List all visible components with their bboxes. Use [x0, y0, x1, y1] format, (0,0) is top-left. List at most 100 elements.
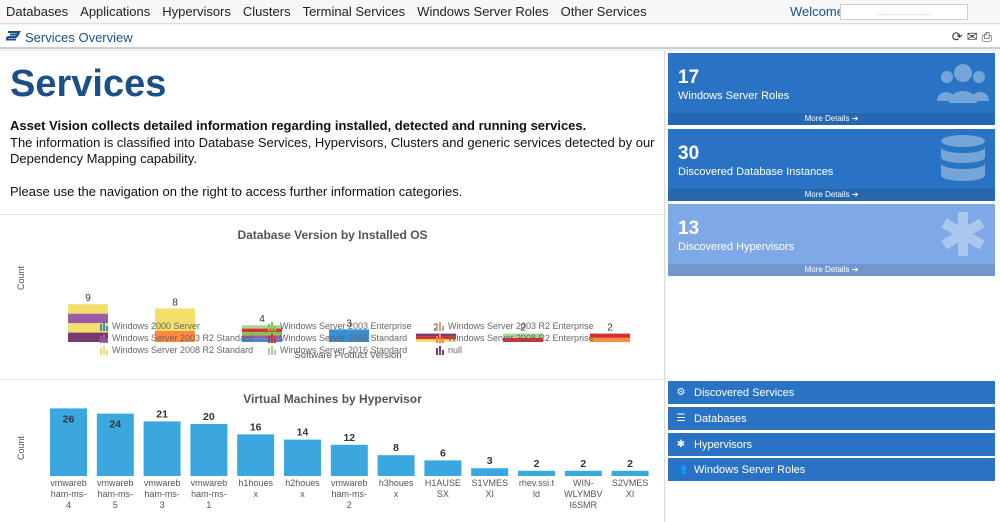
- vm-bar[interactable]: [518, 470, 555, 476]
- nav-terminal-services[interactable]: Terminal Services: [302, 4, 406, 19]
- database-icon: ☰: [676, 413, 686, 424]
- legend-swatch-icon: [436, 345, 444, 355]
- legend-label: Windows Server 2003 Standard: [280, 333, 408, 343]
- vm-bar-value: 2: [580, 458, 586, 470]
- legend-item[interactable]: Windows Server 2003 Standard: [268, 333, 436, 343]
- vm-category-label: h3houes: [379, 478, 414, 488]
- nav-windows-server-roles[interactable]: Windows Server Roles: [417, 4, 549, 19]
- nav-other-services[interactable]: Other Services: [560, 4, 647, 19]
- vm-bar-value: 16: [250, 421, 262, 433]
- db-bar-segment[interactable]: [242, 335, 282, 339]
- welcome-label: Welcome: [790, 4, 844, 19]
- db-bar-segment[interactable]: [155, 330, 195, 342]
- nav-databases[interactable]: Databases: [6, 4, 69, 19]
- page-header: Services Overview ⟳ ✉ ⎙: [0, 25, 1000, 49]
- db-bar-segment[interactable]: [329, 329, 369, 342]
- vm-category-label: ham-ms-: [98, 489, 134, 499]
- db-bar-segment[interactable]: [242, 331, 282, 336]
- db-bar-segment[interactable]: [68, 323, 108, 333]
- db-bar-segment[interactable]: [503, 337, 543, 342]
- legend-item[interactable]: Windows Server 2016 Standard: [268, 345, 436, 355]
- more-details-link[interactable]: More Details ➔: [668, 113, 995, 125]
- db-bar-segment[interactable]: [503, 333, 543, 338]
- vm-bar[interactable]: [611, 470, 649, 476]
- db-bar-segment[interactable]: [242, 325, 282, 329]
- vm-bar[interactable]: [50, 408, 87, 476]
- user-name[interactable]: ......................: [840, 4, 968, 20]
- logo-icon: [6, 31, 21, 41]
- nav-databases-side[interactable]: ☰ Databases: [668, 407, 995, 430]
- intro-bold: Asset Vision collects detailed informati…: [10, 118, 587, 133]
- vm-category-label: WLYMBV: [564, 489, 602, 499]
- tile-windows-server-roles[interactable]: 17 Windows Server Roles More Details ➔: [668, 53, 995, 125]
- vm-bar-value: 3: [487, 455, 493, 467]
- section-divider: [0, 214, 665, 215]
- db-bar-segment[interactable]: [155, 319, 195, 331]
- tile-database-instances[interactable]: 30 Discovered Database Instances More De…: [668, 129, 995, 201]
- vm-category-label: x: [253, 489, 258, 499]
- db-chart-title: Database Version by Installed OS: [237, 228, 428, 242]
- vm-category-label: vmwareb: [331, 478, 368, 488]
- top-navigation: Databases Applications Hypervisors Clust…: [0, 0, 1000, 24]
- users-icon: [937, 64, 989, 103]
- vm-bar[interactable]: [143, 421, 181, 476]
- vm-bar-value: 2: [534, 458, 540, 470]
- legend-item[interactable]: Windows 2000 Server: [100, 321, 268, 331]
- more-details-label: More Details: [804, 265, 850, 274]
- legend-swatch-icon: [268, 345, 276, 355]
- tile-label: Discovered Database Instances: [678, 166, 834, 178]
- db-bar-segment[interactable]: [155, 308, 195, 320]
- nav-clusters[interactable]: Clusters: [242, 4, 291, 19]
- legend-item[interactable]: null: [436, 345, 616, 355]
- email-icon[interactable]: ✉: [966, 29, 978, 44]
- legend-label: null: [448, 345, 463, 355]
- legend-item[interactable]: Windows Server 2003 R2 Standard: [100, 333, 268, 343]
- vm-category-label: ham-ms-: [144, 489, 180, 499]
- header-tools: ⟳ ✉ ⎙: [952, 29, 992, 45]
- tile-discovered-hypervisors[interactable]: 13 Discovered Hypervisors More Details ➔: [668, 204, 995, 276]
- db-bar-segment[interactable]: [416, 333, 456, 337]
- more-details-label: More Details: [804, 190, 850, 199]
- db-bar-segment[interactable]: [590, 333, 630, 338]
- vm-bar[interactable]: [377, 455, 415, 476]
- vm-bar[interactable]: [330, 444, 368, 476]
- y-axis-label: Count: [16, 266, 26, 291]
- main-content: Services Asset Vision collects detailed …: [0, 51, 665, 522]
- vm-category-label: I6SMR: [570, 500, 598, 510]
- nav-hypervisors-side[interactable]: ✱ Hypervisors: [668, 433, 995, 456]
- db-bar-segment[interactable]: [68, 304, 108, 314]
- db-bar-segment[interactable]: [590, 337, 630, 342]
- legend-item[interactable]: Windows Server 2003 R2 Enterprise: [436, 321, 616, 331]
- vm-bar[interactable]: [237, 434, 275, 476]
- vm-category-label: h1houes: [238, 478, 273, 488]
- nav-label: Discovered Services: [694, 386, 795, 399]
- db-bar-segment[interactable]: [68, 313, 108, 324]
- legend-item[interactable]: Windows Server 2008 R2 Enterprise: [436, 333, 616, 343]
- nav-discovered-services[interactable]: ⚙ Discovered Services: [668, 381, 995, 404]
- more-details-link[interactable]: More Details ➔: [668, 189, 995, 201]
- vm-bar[interactable]: [564, 470, 602, 476]
- legend-item[interactable]: Windows Server 2003 Enterprise: [268, 321, 436, 331]
- more-details-link[interactable]: More Details ➔: [668, 264, 995, 276]
- vm-category-label: x: [300, 489, 305, 499]
- db-bar-segment[interactable]: [242, 328, 282, 332]
- vm-bar[interactable]: [284, 439, 321, 476]
- vm-bar[interactable]: [471, 468, 509, 476]
- vm-bar[interactable]: [190, 424, 228, 476]
- refresh-icon[interactable]: ⟳: [951, 29, 963, 44]
- vm-bar[interactable]: [424, 460, 462, 476]
- vm-category-label: XI: [485, 489, 494, 499]
- nav-applications[interactable]: Applications: [80, 4, 151, 19]
- tile-count: 13: [678, 218, 700, 239]
- legend-swatch-icon: [268, 333, 276, 343]
- db-bar-segment[interactable]: [242, 338, 282, 342]
- db-bar-value: 9: [85, 293, 91, 304]
- legend-item[interactable]: Windows Server 2008 R2 Standard: [100, 345, 268, 355]
- nav-hypervisors[interactable]: Hypervisors: [162, 4, 231, 19]
- legend-swatch-icon: [436, 321, 444, 331]
- legend-label: Windows 2000 Server: [112, 321, 201, 331]
- db-bar-segment[interactable]: [68, 332, 108, 342]
- nav-windows-server-roles-side[interactable]: 👥 Windows Server Roles: [668, 458, 995, 481]
- pdf-icon[interactable]: ⎙: [981, 29, 992, 44]
- vm-bar[interactable]: [96, 413, 134, 476]
